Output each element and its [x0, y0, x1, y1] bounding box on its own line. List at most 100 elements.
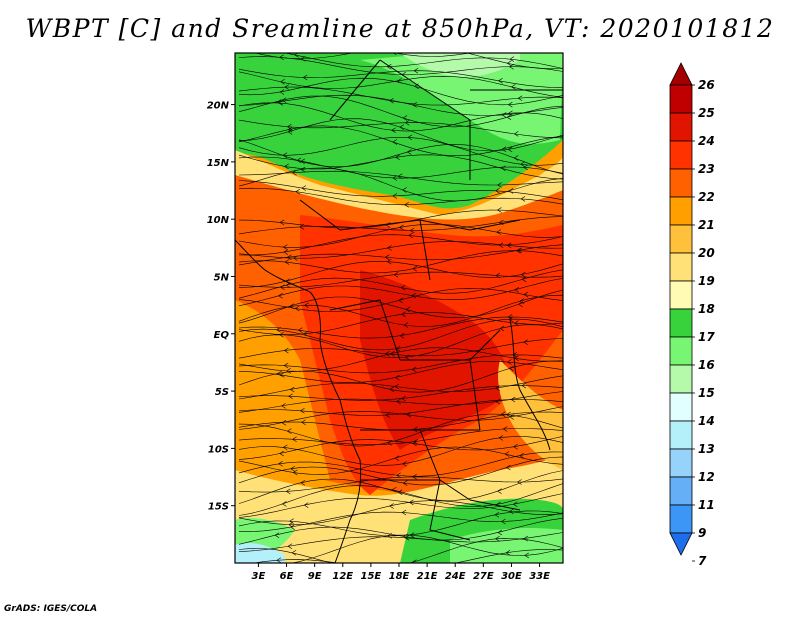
streamline: [238, 517, 563, 545]
lon-label: 33E: [529, 571, 550, 582]
streamline-arrow: [386, 63, 392, 70]
streamline-arrow: [279, 54, 284, 61]
colorbar-box: [669, 392, 693, 422]
colorbar-label: 7: [698, 554, 707, 568]
streamline: [238, 154, 563, 180]
colorbar-label: 14: [698, 414, 715, 428]
streamline-arrow: [506, 60, 512, 67]
streamline-arrow: [276, 327, 281, 333]
streamline: [238, 360, 563, 393]
streamline-arrow: [287, 543, 293, 550]
lon-label: 9E: [308, 571, 322, 582]
lon-label: 30E: [501, 571, 522, 582]
streamline: [238, 95, 563, 128]
streamline-arrow: [287, 126, 293, 133]
streamline-arrow: [510, 84, 516, 90]
streamline: [238, 125, 563, 157]
streamline: [238, 391, 563, 413]
streamline-arrow: [385, 222, 391, 228]
streamline-arrow: [406, 411, 412, 418]
streamline-arrow: [304, 302, 309, 308]
streamline-arrow: [411, 366, 417, 373]
streamline: [238, 324, 563, 359]
streamline-arrow: [281, 419, 287, 426]
lat-label: 5N: [214, 272, 230, 283]
colorbar-label: 12: [698, 470, 715, 484]
streamline: [238, 139, 563, 175]
streamline-arrow: [412, 266, 418, 272]
colorbar-label: 23: [698, 162, 715, 176]
streamline-arrow: [283, 347, 289, 354]
colorbar-label: 22: [698, 190, 715, 204]
streamline: [238, 312, 563, 335]
streamline-arrow: [501, 112, 507, 118]
streamline-arrow: [299, 408, 305, 414]
streamline-arrow: [279, 31, 283, 36]
streamline-arrow: [394, 455, 400, 461]
streamline-arrow: [403, 322, 409, 328]
colorbar-label: 17: [698, 330, 715, 344]
longitude-axis: 3E 6E 9E 12E 15E 18E 21E 24E 27E 30E 33E: [252, 563, 550, 582]
lat-label: 10S: [208, 444, 229, 455]
streamline-arrow: [514, 320, 519, 326]
colorbar-box: [669, 448, 693, 478]
streamline-arrow: [496, 229, 502, 235]
streamline-arrow: [412, 440, 417, 447]
streamline: [238, 241, 563, 259]
streamline-arrow: [392, 175, 398, 181]
colorbar-box: [669, 168, 693, 198]
streamline: [239, 511, 563, 532]
colorbar-label: 19: [698, 274, 715, 288]
streamline-arrow: [302, 74, 308, 81]
colorbar-arrow-top: [669, 62, 693, 86]
streamline-arrow: [286, 368, 291, 374]
streamline-arrow: [279, 219, 285, 226]
lon-label: 15E: [361, 571, 382, 582]
streamline-arrow: [292, 436, 297, 442]
streamline-arrow: [387, 440, 392, 446]
streamline-arrow: [303, 502, 309, 508]
colorbar-box: [669, 252, 693, 282]
streamline: [238, 354, 563, 374]
streamline-arrow: [389, 97, 394, 104]
lake-outline: [509, 319, 551, 451]
streamline-arrow: [282, 444, 288, 451]
lon-label: 3E: [252, 571, 266, 582]
streamline-arrow: [509, 63, 514, 70]
streamline-arrow: [506, 114, 512, 121]
streamline-arrow: [407, 134, 413, 141]
streamline-arrow: [389, 503, 394, 509]
streamline-arrow: [508, 508, 514, 515]
streamline-arrow: [394, 383, 400, 390]
streamline: [238, 137, 563, 166]
streamline-arrow: [500, 165, 506, 172]
streamline-arrow: [408, 232, 413, 239]
streamline-arrow: [283, 362, 289, 369]
colorbar-box: [669, 112, 693, 142]
streamline-arrow: [498, 219, 504, 226]
streamline-arrow: [299, 224, 305, 230]
streamline-arrow: [495, 188, 500, 194]
streamline-arrow: [513, 155, 519, 161]
streamline-arrow: [289, 303, 295, 309]
colorbar-arrow-bottom: [669, 532, 693, 556]
streamline-arrow: [278, 461, 283, 467]
streamline-arrow: [513, 131, 519, 137]
streamline-arrow: [523, 535, 528, 542]
streamline: [238, 119, 563, 139]
streamline-arrow: [289, 386, 295, 393]
coastline-west: [235, 239, 362, 563]
streamline-arrow: [412, 102, 417, 108]
field-east-orange: [498, 360, 563, 470]
streamline: [238, 250, 563, 274]
streamline-arrow: [392, 193, 398, 199]
streamline-arrow: [518, 301, 523, 307]
streamline: [238, 269, 563, 299]
colorbar-box: [669, 280, 693, 310]
colorbar-box: [669, 196, 693, 226]
lat-label: 15N: [207, 158, 230, 169]
streamline-arrow: [508, 44, 512, 49]
streamline-arrow: [283, 249, 289, 255]
streamline: [238, 338, 563, 359]
streamline-arrow: [498, 242, 504, 248]
